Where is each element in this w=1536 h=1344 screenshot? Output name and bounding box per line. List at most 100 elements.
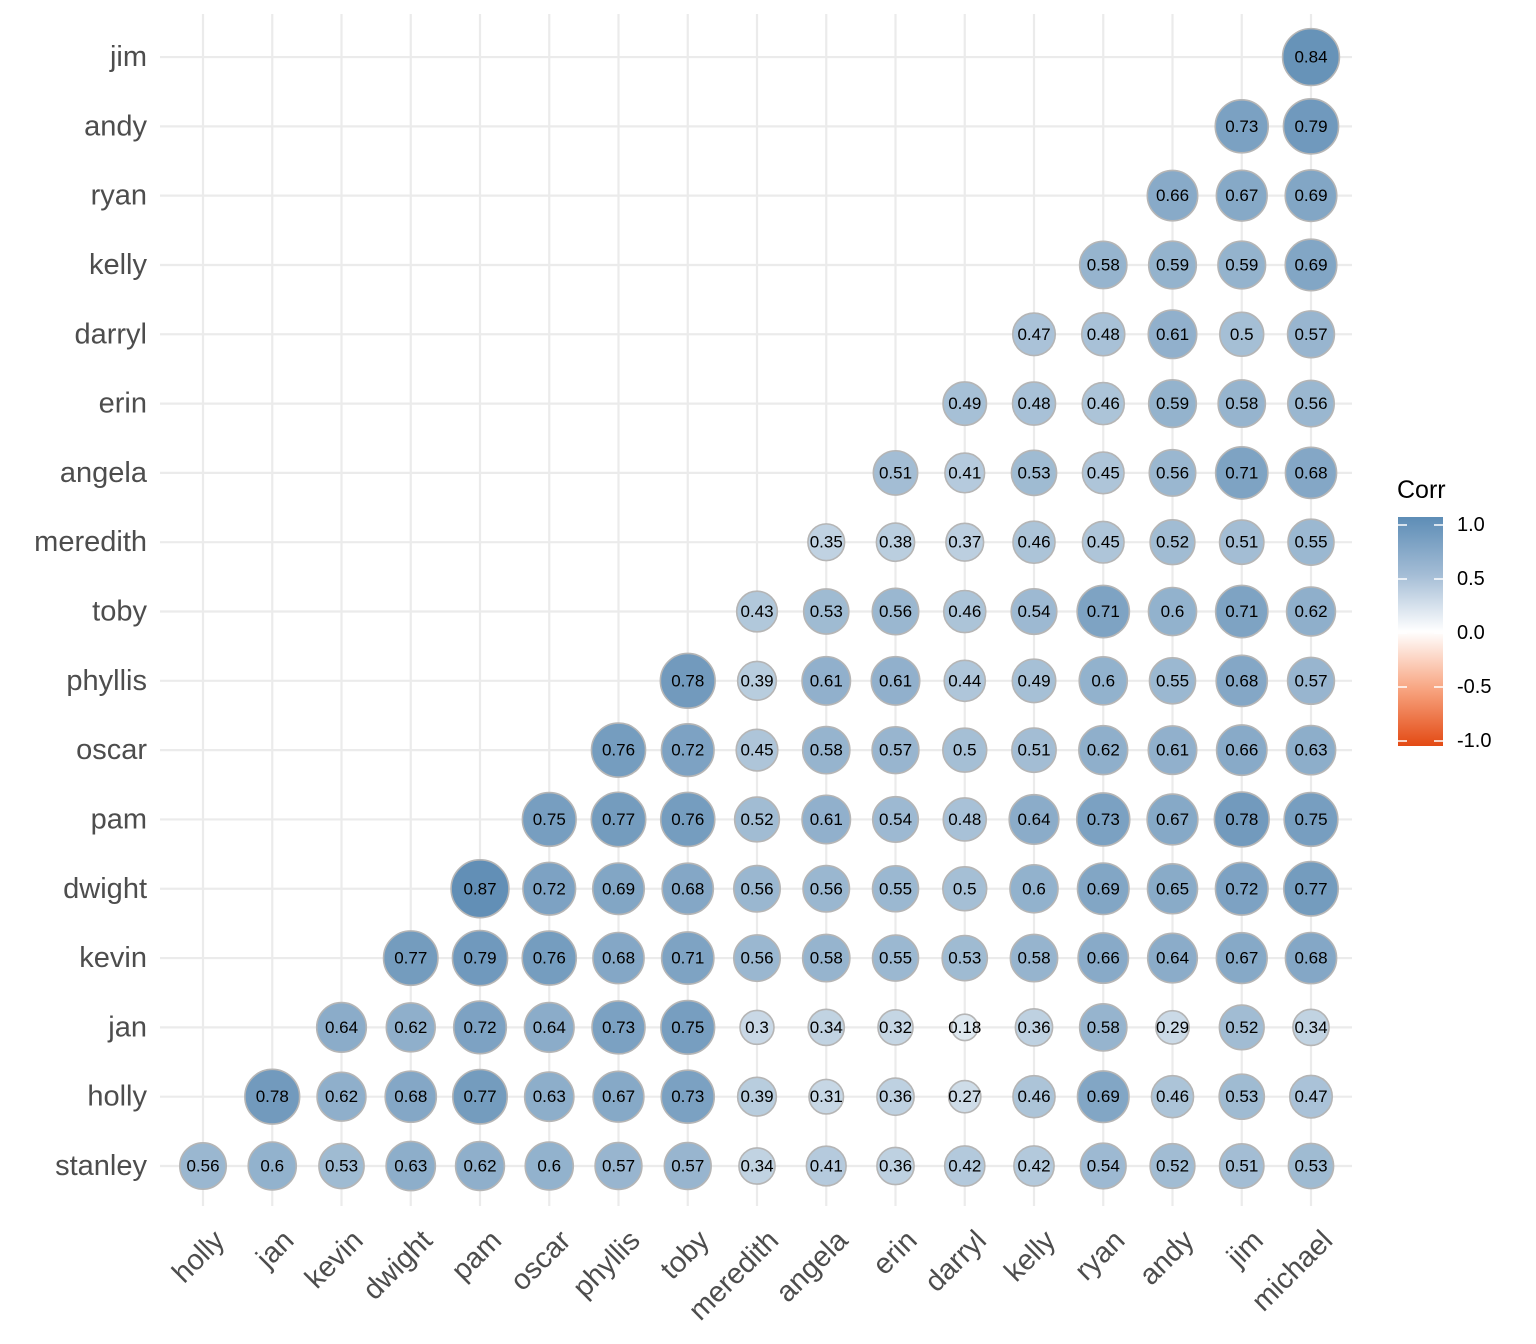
x-axis-label: phyllis [567,1224,647,1304]
corr-value-label: 0.87 [463,879,496,898]
corr-circle [660,723,715,778]
corr-circle [876,1077,915,1117]
corr-circle [454,1140,506,1192]
corr-circle [1218,1143,1265,1189]
y-axis-label: toby [92,596,147,628]
corr-circle [1080,311,1126,357]
y-axis-label: meredith [34,526,147,558]
corr-value-label: 0.5 [953,741,977,760]
corr-circle [1285,586,1337,637]
corr-value-label: 0.66 [1156,186,1189,205]
corr-circle [1287,518,1335,567]
legend: Corr 1.0 0.5 0.0 -0.5 -1.0 [1397,476,1491,752]
corr-circle [1284,169,1338,223]
corr-circle [871,587,920,636]
corr-value-label: 0.53 [1017,463,1050,482]
corr-value-label: 0.63 [533,1087,566,1106]
corr-circle [1147,586,1198,637]
corr-value-label: 0.71 [1225,463,1258,482]
corr-value-label: 0.54 [1087,1157,1120,1176]
corr-circle [802,864,851,913]
corr-value-label: 0.62 [394,1018,427,1037]
corr-circle [524,1141,575,1191]
y-axis-label: andy [84,110,147,142]
corr-circle [732,934,781,983]
corr-value-label: 0.55 [879,949,912,968]
corr-circle [807,523,846,562]
corr-value-label: 0.64 [1156,949,1189,968]
corr-circle [871,795,920,844]
corr-circle [1150,1074,1195,1119]
corr-circle [1149,519,1196,566]
corr-value-label: 0.49 [1017,671,1050,690]
corr-circle [1214,445,1269,500]
corr-circle [1155,1009,1190,1045]
corr-circle [521,791,577,848]
corr-circle [1011,381,1057,426]
x-axis-label: toby [654,1224,716,1286]
y-axis-label: dwight [63,873,147,905]
corr-value-label: 0.6 [1091,671,1115,690]
corr-circle [1078,1002,1128,1052]
corr-circle [523,1001,575,1053]
corr-circle [1081,451,1125,495]
corr-value-label: 0.69 [1087,879,1120,898]
correlation-circles: 0.56 0.6 0.53 0.63 0.62 0.6 0.57 0.57 0.34 0.41 0.… [179,27,1341,1192]
corr-circle [801,725,851,775]
corr-value-label: 0.64 [325,1018,358,1037]
y-axis-label: darryl [74,318,147,350]
corr-value-label: 0.57 [602,1157,635,1176]
corr-circle [735,590,779,633]
corr-circle [801,933,851,983]
corr-value-label: 0.45 [740,741,773,760]
corr-value-label: 0.47 [1294,1087,1327,1106]
corr-circle [1213,791,1270,848]
corr-value-label: 0.66 [1225,741,1258,760]
corr-circle [179,1142,228,1191]
legend-tick-label: 0.5 [1457,568,1485,590]
corr-value-label: 0.6 [537,1157,561,1176]
corr-circle [660,1069,716,1124]
corr-value-label: 0.77 [463,1087,496,1106]
corr-circle [1286,656,1336,706]
corr-circle [1009,933,1059,983]
corr-circle [945,522,985,562]
corr-value-label: 0.76 [671,810,704,829]
corr-value-label: 0.32 [879,1018,912,1037]
y-axis-label: ryan [91,180,147,212]
corr-circle [1215,654,1269,708]
corr-circle [941,934,989,982]
corr-circle [1075,792,1131,847]
corr-value-label: 0.63 [394,1157,427,1176]
corr-value-label: 0.46 [1087,394,1120,413]
corr-value-label: 0.57 [879,741,912,760]
corr-value-label: 0.51 [1225,1157,1258,1176]
corr-circle [591,1000,646,1055]
x-axis-label: pam [446,1224,509,1287]
corr-circle [876,1146,915,1186]
corr-value-label: 0.64 [1017,810,1050,829]
corr-circle [590,722,647,778]
corr-value-label: 0.46 [1156,1087,1189,1106]
x-axis-label: oscar [505,1224,578,1297]
corr-value-label: 0.71 [1225,602,1258,621]
corr-value-label: 0.42 [948,1157,981,1176]
corr-value-label: 0.58 [1225,394,1258,413]
x-axis-label: angela [770,1224,855,1309]
corr-value-label: 0.36 [879,1087,912,1106]
corr-circle [522,861,577,916]
corr-circle [1076,862,1130,916]
corr-circle [1079,1142,1127,1190]
corr-value-label: 0.67 [1225,186,1258,205]
corr-value-label: 0.53 [810,602,843,621]
corr-circle [1014,1007,1054,1047]
corr-circle [1147,725,1198,776]
corr-circle [1217,379,1267,428]
corr-circle [801,794,852,845]
x-axis-label: andy [1133,1224,1200,1291]
y-axis-label: kevin [79,942,147,974]
y-axis-label: pam [91,803,147,835]
corr-circle [1288,1074,1334,1119]
corr-circle [660,931,715,985]
y-axis-label: stanley [55,1150,147,1182]
